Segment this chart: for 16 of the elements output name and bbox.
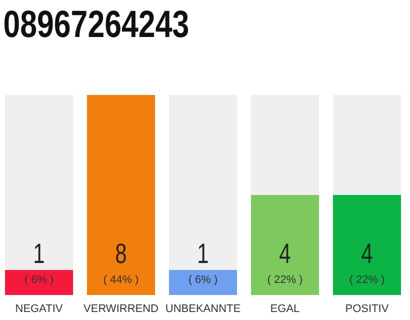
x-tick-label: UNBEKANNTE (165, 303, 241, 315)
data-label: 4 (279, 239, 292, 270)
data-label: 1 (197, 239, 209, 270)
annotation: ( 6% ) (188, 274, 218, 286)
x-tick-label: VERWIRREND (84, 303, 159, 315)
data-label: 1 (33, 239, 45, 270)
annotation: ( 6% ) (24, 274, 54, 286)
data-label: 8 (115, 239, 127, 270)
annotation: ( 44% ) (103, 274, 139, 286)
chart-title: 08967264243 (3, 4, 190, 46)
annotation: ( 22% ) (349, 274, 385, 286)
annotation: ( 22% ) (267, 274, 303, 286)
data-label: 4 (361, 239, 374, 270)
x-tick-label: EGAL (270, 303, 300, 315)
x-tick-label: POSITIV (345, 303, 390, 315)
x-tick-label: NEGATIV (15, 303, 64, 315)
